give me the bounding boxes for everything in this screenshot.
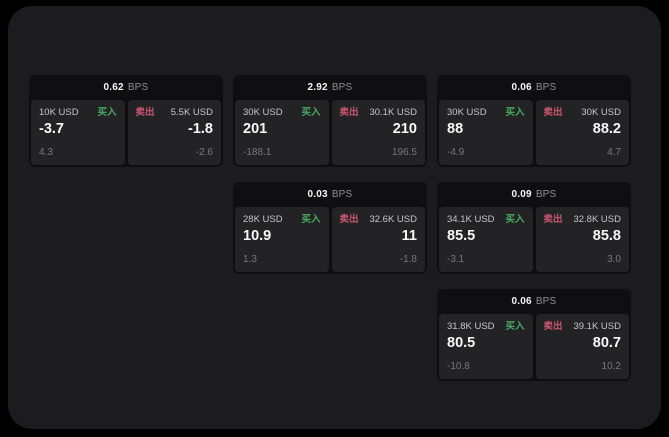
bps-value: 0.09 [511, 189, 532, 200]
buy-amount: 28K USD [243, 214, 283, 225]
bps-header: 2.92 BPS [233, 75, 427, 100]
bps-unit-label: BPS [127, 82, 149, 93]
sell-price: 11 [401, 228, 417, 244]
buy-panel[interactable]: 34.1K USD 买入 85.5 -3.1 [439, 207, 533, 272]
quote-card: 0.09 BPS 34.1K USD 买入 85.5 -3.1 卖出 32.8K… [437, 182, 631, 274]
buy-label: 买入 [301, 107, 321, 118]
bps-unit-label: BPS [535, 82, 557, 93]
sell-label: 卖出 [135, 107, 155, 118]
buy-amount: 30K USD [243, 107, 283, 118]
buy-delta: -188.1 [243, 147, 272, 158]
sell-label: 卖出 [543, 321, 563, 332]
buy-panel[interactable]: 30K USD 买入 201 -188.1 [235, 100, 329, 165]
quote-card: 2.92 BPS 30K USD 买入 201 -188.1 卖出 30.1K … [233, 75, 427, 167]
sell-price: 80.7 [592, 335, 621, 351]
sell-label: 卖出 [339, 107, 359, 118]
quote-card: 0.62 BPS 10K USD 买入 -3.7 4.3 卖出 5.5K USD… [29, 75, 223, 167]
sell-delta: -1.8 [399, 254, 417, 265]
sell-panel[interactable]: 卖出 30K USD 88.2 4.7 [535, 100, 629, 165]
quote-panels: 10K USD 买入 -3.7 4.3 卖出 5.5K USD -1.8 -2.… [29, 100, 223, 167]
sell-panel[interactable]: 卖出 39.1K USD 80.7 10.2 [535, 314, 629, 379]
bps-unit-label: BPS [535, 296, 557, 307]
buy-price: 201 [243, 121, 268, 137]
sell-amount: 30K USD [581, 107, 621, 118]
sell-amount: 32.8K USD [573, 214, 621, 225]
bps-header: 0.03 BPS [233, 182, 427, 207]
bps-value: 0.03 [307, 189, 328, 200]
buy-label: 买入 [505, 107, 525, 118]
sell-delta: -2.6 [195, 147, 213, 158]
bps-value: 0.06 [511, 296, 532, 307]
quote-card: 0.06 BPS 31.8K USD 买入 80.5 -10.8 卖出 39.1… [437, 289, 631, 381]
sell-price: 85.8 [592, 228, 621, 244]
buy-delta: 1.3 [243, 254, 257, 265]
sell-price: 210 [392, 121, 417, 137]
quote-panels: 28K USD 买入 10.9 1.3 卖出 32.6K USD 11 -1.8 [233, 207, 427, 274]
buy-panel[interactable]: 28K USD 买入 10.9 1.3 [235, 207, 329, 272]
bps-header: 0.09 BPS [437, 182, 631, 207]
sell-panel[interactable]: 卖出 32.6K USD 11 -1.8 [331, 207, 425, 272]
sell-panel[interactable]: 卖出 5.5K USD -1.8 -2.6 [127, 100, 221, 165]
sell-price: -1.8 [188, 121, 213, 137]
quote-panels: 30K USD 买入 88 -4.9 卖出 30K USD 88.2 4.7 [437, 100, 631, 167]
sell-amount: 32.6K USD [369, 214, 417, 225]
buy-label: 买入 [505, 321, 525, 332]
quote-panels: 30K USD 买入 201 -188.1 卖出 30.1K USD 210 1… [233, 100, 427, 167]
quote-card: 0.06 BPS 30K USD 买入 88 -4.9 卖出 30K USD 8… [437, 75, 631, 167]
buy-amount: 10K USD [39, 107, 79, 118]
sell-label: 卖出 [543, 214, 563, 225]
bps-unit-label: BPS [535, 189, 557, 200]
bps-header: 0.62 BPS [29, 75, 223, 100]
sell-delta: 4.7 [607, 147, 621, 158]
sell-amount: 30.1K USD [369, 107, 417, 118]
quote-panels: 31.8K USD 买入 80.5 -10.8 卖出 39.1K USD 80.… [437, 314, 631, 381]
buy-delta: 4.3 [39, 147, 53, 158]
buy-label: 买入 [505, 214, 525, 225]
bps-header: 0.06 BPS [437, 75, 631, 100]
sell-label: 卖出 [339, 214, 359, 225]
quote-card: 0.03 BPS 28K USD 买入 10.9 1.3 卖出 32.6K US… [233, 182, 427, 274]
quote-card-grid: 0.62 BPS 10K USD 买入 -3.7 4.3 卖出 5.5K USD… [29, 75, 631, 381]
sell-amount: 39.1K USD [573, 321, 621, 332]
bps-unit-label: BPS [331, 82, 353, 93]
bps-header: 0.06 BPS [437, 289, 631, 314]
buy-panel[interactable]: 10K USD 买入 -3.7 4.3 [31, 100, 125, 165]
buy-price: 80.5 [447, 335, 476, 351]
sell-label: 卖出 [543, 107, 563, 118]
buy-label: 买入 [97, 107, 117, 118]
buy-price: 10.9 [243, 228, 272, 244]
buy-amount: 30K USD [447, 107, 487, 118]
sell-amount: 5.5K USD [170, 107, 213, 118]
sell-delta: 3.0 [607, 254, 621, 265]
sell-delta: 10.2 [601, 361, 621, 372]
buy-price: 88 [447, 121, 464, 137]
buy-panel[interactable]: 30K USD 买入 88 -4.9 [439, 100, 533, 165]
buy-price: -3.7 [39, 121, 64, 137]
buy-panel[interactable]: 31.8K USD 买入 80.5 -10.8 [439, 314, 533, 379]
buy-label: 买入 [301, 214, 321, 225]
bps-value: 2.92 [307, 82, 328, 93]
buy-delta: -10.8 [447, 361, 470, 372]
buy-amount: 34.1K USD [447, 214, 495, 225]
buy-amount: 31.8K USD [447, 321, 495, 332]
quote-panels: 34.1K USD 买入 85.5 -3.1 卖出 32.8K USD 85.8… [437, 207, 631, 274]
sell-panel[interactable]: 卖出 32.8K USD 85.8 3.0 [535, 207, 629, 272]
buy-delta: -3.1 [447, 254, 465, 265]
bps-value: 0.06 [511, 82, 532, 93]
bps-unit-label: BPS [331, 189, 353, 200]
sell-price: 88.2 [592, 121, 621, 137]
bps-value: 0.62 [103, 82, 124, 93]
sell-delta: 196.5 [391, 147, 417, 158]
buy-price: 85.5 [447, 228, 476, 244]
sell-panel[interactable]: 卖出 30.1K USD 210 196.5 [331, 100, 425, 165]
buy-delta: -4.9 [447, 147, 465, 158]
